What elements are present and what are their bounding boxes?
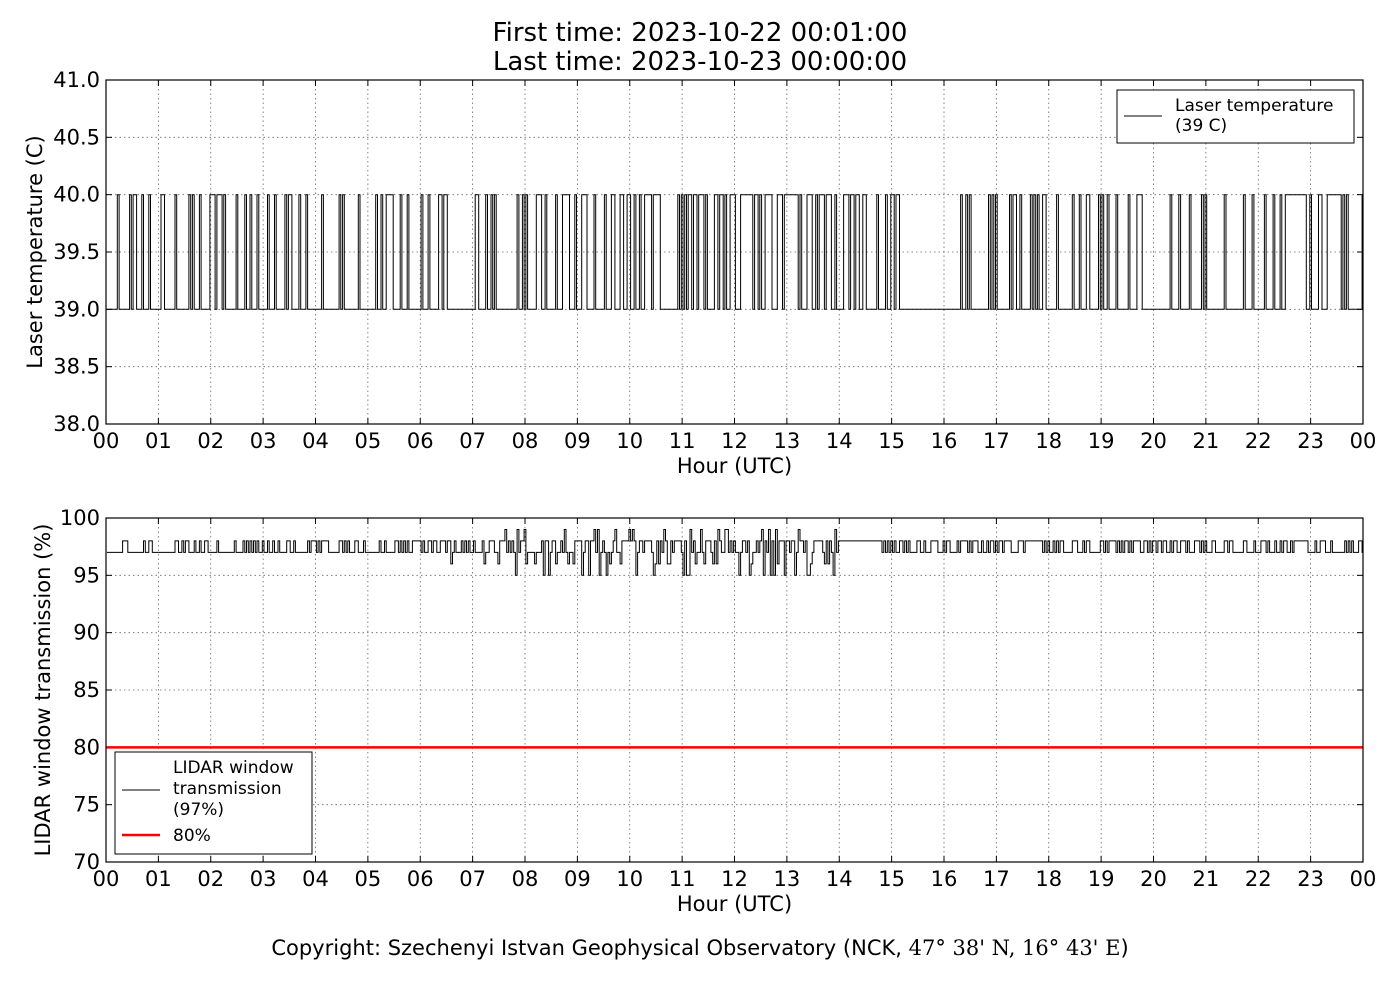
- x-tick-label: 16: [931, 429, 958, 453]
- y-axis-label: Laser temperature (C): [23, 135, 47, 368]
- x-tick-label: 21: [1193, 867, 1220, 891]
- plot-2: 00 01 02 03 04 05 06 07 08 09 10 11 12 13 14 15 16 17 18 19…: [31, 506, 1376, 916]
- x-tick-label: 01: [145, 429, 172, 453]
- x-tick-label: 09: [564, 867, 591, 891]
- x-tick-label: 20: [1140, 429, 1167, 453]
- x-tick-label: 11: [669, 867, 696, 891]
- y-tick-label: 75: [73, 793, 100, 817]
- y-tick-label: 90: [73, 621, 100, 645]
- x-tick-label: 09: [564, 429, 591, 453]
- y-tick-label: 39.5: [53, 240, 100, 264]
- x-axis-label: Hour (UTC): [677, 454, 792, 478]
- copyright-coords: 47° 38' N, 16° 43' E: [908, 936, 1121, 960]
- x-tick-label: 22: [1245, 429, 1272, 453]
- x-tick-label: 13: [774, 867, 801, 891]
- x-tick-label: 08: [512, 867, 539, 891]
- y-tick-label: 39.0: [53, 297, 100, 321]
- x-tick-label: 03: [250, 867, 277, 891]
- x-tick-label: 00: [93, 867, 120, 891]
- lidar-transmission-series: [106, 529, 1363, 576]
- x-tick-label: 13: [774, 429, 801, 453]
- x-tick-label: 02: [197, 429, 224, 453]
- y-tick-label: 41.0: [53, 68, 100, 92]
- x-tick-label: 17: [983, 867, 1010, 891]
- x-tick-label: 06: [407, 429, 434, 453]
- x-tick-label: 15: [878, 867, 905, 891]
- legend-box: [114, 751, 313, 855]
- x-tick-label: 21: [1193, 429, 1220, 453]
- y-tick-label: 100: [60, 506, 100, 530]
- x-tick-label: 04: [302, 867, 329, 891]
- legend-laser: Laser temperature(39 C): [1116, 89, 1355, 144]
- x-tick-label: 05: [355, 429, 382, 453]
- x-tick-label: 19: [1088, 429, 1115, 453]
- y-tick-label: 70: [73, 850, 100, 874]
- plot-1: 00 01 02 03 04 05 06 07 08 09 10 11 12 13 14 15 16 17 18 19…: [23, 68, 1376, 478]
- x-tick-label: 23: [1297, 429, 1324, 453]
- x-tick-label: 11: [669, 429, 696, 453]
- x-tick-label: 03: [250, 429, 277, 453]
- x-tick-label: 05: [355, 867, 382, 891]
- x-tick-label: 07: [459, 429, 486, 453]
- x-tick-label: 06: [407, 867, 434, 891]
- x-tick-label: 22: [1245, 867, 1272, 891]
- x-tick-label: 23: [1297, 867, 1324, 891]
- x-tick-label: 12: [721, 429, 748, 453]
- y-tick-label: 38.5: [53, 355, 100, 379]
- legend-label-lidar: transmission: [173, 779, 282, 799]
- x-tick-label: 15: [878, 429, 905, 453]
- chart-title-first-time: First time: 2023-10-22 00:01:00: [492, 18, 908, 48]
- x-tick-label: 02: [197, 867, 224, 891]
- x-tick-label: 14: [826, 867, 853, 891]
- legend-label-laser: Laser temperature: [1175, 96, 1333, 116]
- legend-label-lidar: (97%): [173, 800, 224, 820]
- copyright-footer: Copyright: Szechenyi Istvan Geophysical …: [0, 936, 1400, 960]
- y-tick-label: 80: [73, 735, 100, 759]
- x-tick-label: 00: [93, 429, 120, 453]
- legend-label-laser: (39 C): [1175, 116, 1227, 136]
- y-tick-label: 38.0: [53, 412, 100, 436]
- legend-label-lidar: LIDAR window: [173, 758, 294, 778]
- y-tick-label: 95: [73, 563, 100, 587]
- copyright-suffix: ): [1120, 936, 1129, 960]
- x-tick-label: 20: [1140, 867, 1167, 891]
- x-tick-label: 04: [302, 429, 329, 453]
- x-tick-label: 00: [1350, 429, 1377, 453]
- y-tick-label: 40.5: [53, 125, 100, 149]
- x-tick-label: 18: [1035, 429, 1062, 453]
- x-axis-label: Hour (UTC): [677, 892, 792, 916]
- x-tick-label: 17: [983, 429, 1010, 453]
- x-tick-label: 19: [1088, 867, 1115, 891]
- y-axis-label: LIDAR window transmission (%): [31, 524, 55, 857]
- laser-temperature-series: [106, 194, 1363, 310]
- plot-frame: [105, 79, 1364, 425]
- y-tick-label: 40.0: [53, 183, 100, 207]
- x-tick-label: 18: [1035, 867, 1062, 891]
- x-tick-label: 08: [512, 429, 539, 453]
- plot-frame: [105, 517, 1364, 863]
- x-tick-label: 10: [616, 429, 643, 453]
- x-tick-label: 14: [826, 429, 853, 453]
- x-tick-label: 07: [459, 867, 486, 891]
- x-tick-label: 16: [931, 867, 958, 891]
- x-tick-label: 12: [721, 867, 748, 891]
- chart-title-last-time: Last time: 2023-10-23 00:00:00: [492, 47, 908, 77]
- y-tick-label: 85: [73, 678, 100, 702]
- x-tick-label: 10: [616, 867, 643, 891]
- legend-label-80: 80%: [173, 826, 211, 846]
- copyright-prefix: Copyright: Szechenyi Istvan Geophysical …: [271, 936, 909, 960]
- x-tick-label: 00: [1350, 867, 1377, 891]
- x-tick-label: 01: [145, 867, 172, 891]
